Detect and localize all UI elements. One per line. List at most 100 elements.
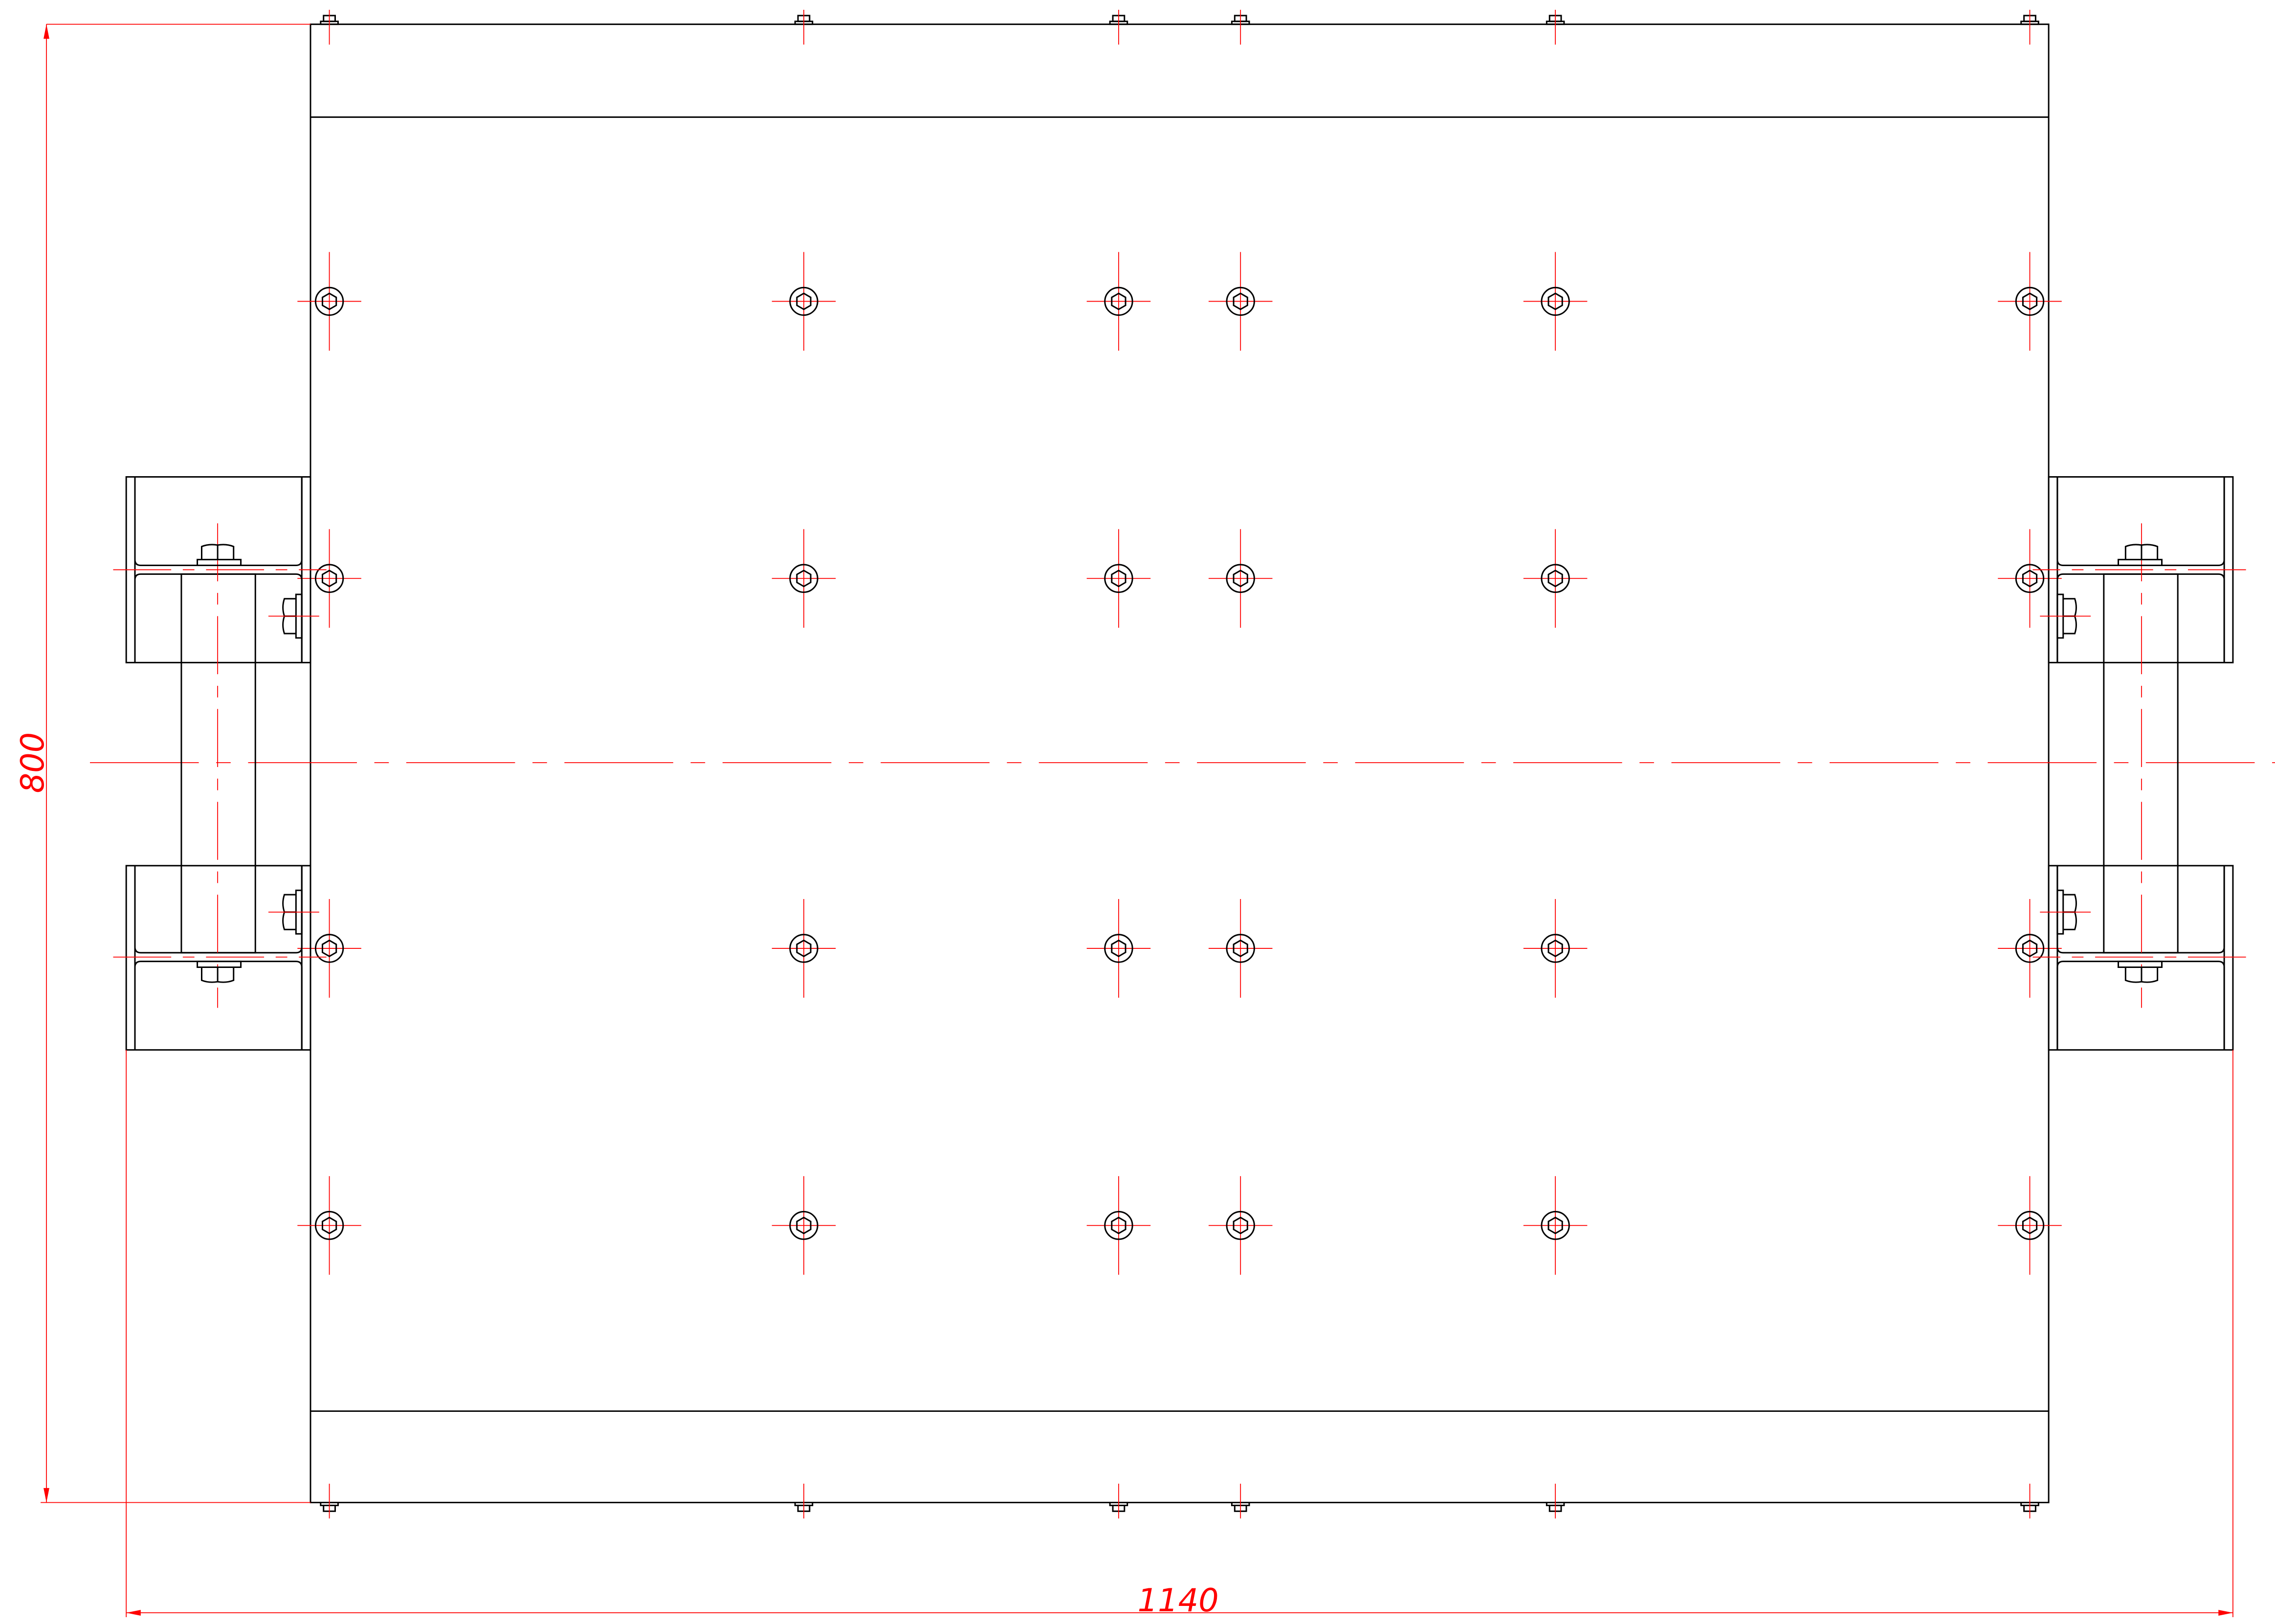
bolt-hole [1086, 899, 1151, 998]
bracket-slot [2056, 573, 2225, 663]
hole-circle-icon [314, 934, 344, 963]
bolt-hole [1998, 529, 2062, 628]
edge-bolt [2020, 1483, 2039, 1519]
socket-hex-icon [1111, 939, 1126, 957]
bolt-hole [297, 252, 361, 351]
socket-hex-icon [2022, 570, 2038, 588]
bolt-hole [1208, 252, 1273, 351]
hole-circle-icon [789, 934, 818, 963]
hole-circle-icon [1226, 934, 1255, 963]
hole-circle-icon [1104, 564, 1133, 593]
plate-outline [309, 23, 2050, 1504]
hole-circle-icon [1104, 1211, 1133, 1240]
dimension-width-label: 1140 [1138, 1582, 1219, 1619]
socket-hex-icon [322, 292, 337, 310]
socket-hex-icon [796, 292, 812, 310]
edge-bolt [1546, 1483, 1565, 1519]
bolt-hole [1208, 1176, 1273, 1275]
plate-body [89, 23, 2275, 1504]
bolt-hole [1208, 899, 1273, 998]
hole-circle-icon [1541, 564, 1570, 593]
edge-bolt [320, 9, 339, 45]
socket-hex-icon [1111, 570, 1126, 588]
edge-bolt [1231, 9, 1250, 45]
washer [197, 961, 242, 968]
hole-circle-icon [314, 286, 344, 316]
socket-hex-icon [1233, 939, 1248, 957]
left-clamp [113, 476, 327, 1051]
clamp-post [180, 573, 256, 954]
socket-hex-icon [2022, 292, 2038, 310]
socket-hex-icon [1111, 1216, 1126, 1234]
edge-bolt [1109, 9, 1128, 45]
socket-hex-icon [322, 570, 337, 588]
bolt-hole [1208, 529, 1273, 628]
dimensions [41, 23, 2233, 1617]
hole-circle-icon [2015, 564, 2045, 593]
hole-circle-icon [1541, 286, 1570, 316]
socket-hex-icon [1233, 292, 1248, 310]
socket-hex-icon [1233, 1216, 1248, 1234]
hole-circle-icon [2015, 1211, 2045, 1240]
edge-bolt [794, 9, 814, 45]
hex-nut-icon [200, 967, 235, 983]
hole-circle-icon [314, 564, 344, 593]
hole-circle-icon [2015, 286, 2045, 316]
socket-hex-icon [1547, 570, 1563, 588]
socket-hex-icon [1547, 1216, 1563, 1234]
hex-nut-icon [200, 544, 235, 560]
bolt-hole [1998, 1176, 2062, 1275]
clamp-bracket [125, 865, 311, 1051]
socket-hex-icon [322, 939, 337, 957]
edge-bolt [2020, 9, 2039, 45]
bolt-hole [297, 899, 361, 998]
hole-circle-icon [789, 286, 818, 316]
clamp-bracket [2048, 865, 2234, 1051]
clamps [113, 476, 2246, 1051]
bolt-hole [1523, 1176, 1588, 1275]
bolt-hole [1523, 252, 1588, 351]
hole-circle-icon [1104, 934, 1133, 963]
socket-hex-icon [1233, 570, 1248, 588]
hole-circle-icon [1226, 286, 1255, 316]
dimension-height-label: 800 [14, 732, 51, 793]
hole-circle-icon [2015, 934, 2045, 963]
edge-bolt [794, 1483, 814, 1519]
hole-circle-icon [789, 564, 818, 593]
socket-hex-icon [796, 939, 812, 957]
socket-hex-icon [1547, 939, 1563, 957]
edge-bolt [1546, 9, 1565, 45]
edge-bolt [1109, 1483, 1128, 1519]
hole-pattern [297, 9, 2062, 1519]
bolt-hole [297, 1176, 361, 1275]
hole-circle-icon [314, 1211, 344, 1240]
bolt-hole [772, 899, 836, 998]
bolt-hole [1086, 1176, 1151, 1275]
bolt-hole [297, 529, 361, 628]
bracket-slot [2056, 865, 2225, 954]
hole-circle-icon [1104, 286, 1133, 316]
hole-circle-icon [1541, 1211, 1570, 1240]
socket-hex-icon [796, 570, 812, 588]
hole-circle-icon [1226, 564, 1255, 593]
socket-hex-icon [322, 1216, 337, 1234]
bolt-hole [1086, 529, 1151, 628]
socket-hex-icon [796, 1216, 812, 1234]
hole-circle-icon [1226, 1211, 1255, 1240]
hex-nut-icon [2124, 544, 2159, 560]
socket-hex-icon [1547, 292, 1563, 310]
bracket-slot [134, 865, 303, 954]
socket-hex-icon [2022, 939, 2038, 957]
hole-circle-icon [1541, 934, 1570, 963]
socket-hex-icon [1111, 292, 1126, 310]
edge-bolt [320, 1483, 339, 1519]
bracket-slot [134, 573, 303, 663]
bolt-hole [772, 529, 836, 628]
bolt-hole [1523, 529, 1588, 628]
bolt-hole [1086, 252, 1151, 351]
washer [2118, 559, 2163, 567]
hole-circle-icon [789, 1211, 818, 1240]
right-clamp [2032, 476, 2246, 1051]
edge-bolt [1231, 1483, 1250, 1519]
washer [2118, 961, 2163, 968]
